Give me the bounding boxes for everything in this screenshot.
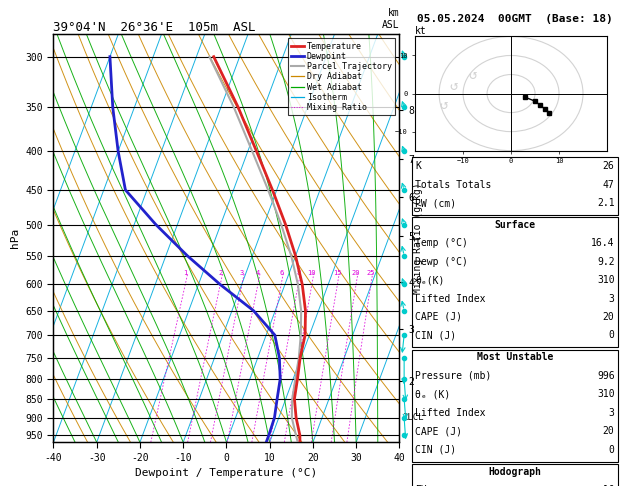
Text: CIN (J): CIN (J) bbox=[415, 330, 456, 340]
Text: 3: 3 bbox=[609, 294, 615, 303]
Text: PW (cm): PW (cm) bbox=[415, 198, 456, 208]
Text: 0: 0 bbox=[609, 330, 615, 340]
Text: 3: 3 bbox=[240, 270, 244, 276]
Text: 10: 10 bbox=[308, 270, 316, 276]
Text: 16.4: 16.4 bbox=[591, 238, 615, 248]
Text: 996: 996 bbox=[597, 371, 615, 381]
Text: 6: 6 bbox=[279, 270, 283, 276]
Text: Surface: Surface bbox=[494, 220, 535, 229]
Text: km
ASL: km ASL bbox=[382, 8, 399, 30]
Text: 26: 26 bbox=[603, 161, 615, 171]
Text: 15: 15 bbox=[333, 270, 342, 276]
Text: Lifted Index: Lifted Index bbox=[415, 408, 486, 417]
Text: 05.05.2024  00GMT  (Base: 18): 05.05.2024 00GMT (Base: 18) bbox=[416, 14, 613, 24]
Text: 8: 8 bbox=[296, 270, 301, 276]
Text: Mixing Ratio (g/kg): Mixing Ratio (g/kg) bbox=[413, 182, 423, 294]
Text: Lifted Index: Lifted Index bbox=[415, 294, 486, 303]
Text: CAPE (J): CAPE (J) bbox=[415, 426, 462, 436]
Text: EH: EH bbox=[415, 485, 427, 486]
Text: ↺: ↺ bbox=[449, 79, 458, 93]
Text: -10: -10 bbox=[597, 485, 615, 486]
Text: K: K bbox=[415, 161, 421, 171]
Text: θₑ (K): θₑ (K) bbox=[415, 389, 450, 399]
Legend: Temperature, Dewpoint, Parcel Trajectory, Dry Adiabat, Wet Adiabat, Isotherm, Mi: Temperature, Dewpoint, Parcel Trajectory… bbox=[287, 38, 395, 115]
Text: 20: 20 bbox=[603, 312, 615, 322]
Text: Pressure (mb): Pressure (mb) bbox=[415, 371, 491, 381]
Text: 310: 310 bbox=[597, 275, 615, 285]
Text: 4: 4 bbox=[256, 270, 260, 276]
Text: CAPE (J): CAPE (J) bbox=[415, 312, 462, 322]
Text: 3: 3 bbox=[609, 408, 615, 417]
Text: θₑ(K): θₑ(K) bbox=[415, 275, 445, 285]
Text: ↺: ↺ bbox=[440, 98, 448, 112]
Text: 1: 1 bbox=[183, 270, 187, 276]
Text: 20: 20 bbox=[352, 270, 360, 276]
Text: Hodograph: Hodograph bbox=[488, 467, 542, 476]
Text: 1LCL: 1LCL bbox=[403, 413, 425, 422]
Text: 47: 47 bbox=[603, 180, 615, 190]
Text: Most Unstable: Most Unstable bbox=[477, 352, 553, 362]
Text: 2: 2 bbox=[218, 270, 223, 276]
Text: 0: 0 bbox=[609, 445, 615, 454]
Y-axis label: hPa: hPa bbox=[10, 228, 20, 248]
X-axis label: Dewpoint / Temperature (°C): Dewpoint / Temperature (°C) bbox=[135, 468, 318, 478]
Text: 39°04'N  26°36'E  105m  ASL: 39°04'N 26°36'E 105m ASL bbox=[53, 21, 256, 34]
Text: kt: kt bbox=[415, 26, 427, 36]
Text: 2.1: 2.1 bbox=[597, 198, 615, 208]
Text: 9.2: 9.2 bbox=[597, 257, 615, 266]
Text: CIN (J): CIN (J) bbox=[415, 445, 456, 454]
Text: Dewp (°C): Dewp (°C) bbox=[415, 257, 468, 266]
Text: 25: 25 bbox=[367, 270, 375, 276]
Text: 310: 310 bbox=[597, 389, 615, 399]
Text: Temp (°C): Temp (°C) bbox=[415, 238, 468, 248]
Text: 20: 20 bbox=[603, 426, 615, 436]
Text: ↺: ↺ bbox=[469, 68, 477, 82]
Text: Totals Totals: Totals Totals bbox=[415, 180, 491, 190]
